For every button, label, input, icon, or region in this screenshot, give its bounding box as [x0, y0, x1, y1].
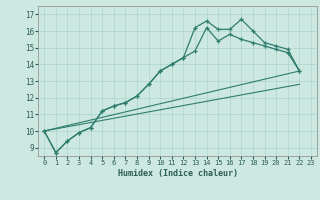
X-axis label: Humidex (Indice chaleur): Humidex (Indice chaleur) — [118, 169, 238, 178]
